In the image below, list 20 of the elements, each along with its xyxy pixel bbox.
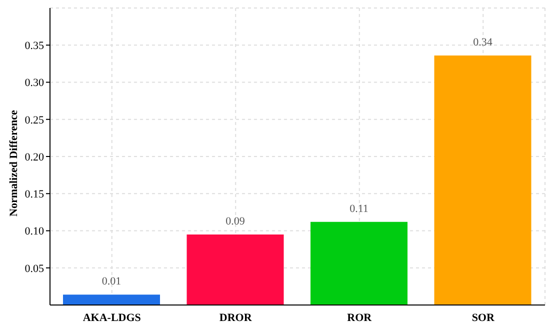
x-tick-label: SOR (472, 312, 496, 324)
y-axis-title: Normalized Difference (8, 110, 20, 216)
y-tick-label: 0.30 (24, 77, 44, 90)
bar (63, 294, 160, 305)
y-tick-label: 0.10 (24, 226, 44, 238)
x-tick-label: AKA-LDGS (82, 312, 141, 324)
data-label: 0.01 (102, 276, 122, 288)
bar (434, 56, 532, 305)
x-tick-label: ROR (347, 312, 373, 324)
y-tick-label: 0.20 (24, 151, 44, 164)
data-label: 0.34 (473, 36, 493, 49)
x-tick-label: DROR (219, 312, 253, 324)
data-label: 0.11 (350, 202, 368, 215)
data-label: 0.09 (226, 215, 246, 228)
y-tick-label: 0.25 (24, 114, 44, 126)
y-tick-label: 0.05 (24, 262, 44, 275)
bar (186, 234, 284, 305)
y-tick-label: 0.35 (24, 40, 44, 52)
y-tick-label: 0.15 (24, 188, 44, 201)
bar (310, 222, 408, 305)
